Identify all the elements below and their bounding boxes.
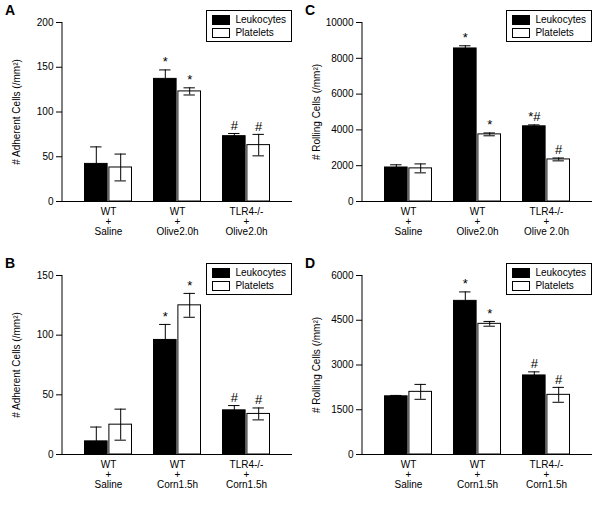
svg-text:200: 200 <box>37 17 54 28</box>
svg-text:6000: 6000 <box>331 88 354 99</box>
html-text:Platelets: Platelets <box>535 280 574 291</box>
svg-text:*#: *# <box>528 109 541 124</box>
svg-text:50: 50 <box>42 389 54 400</box>
svg-text:3000: 3000 <box>331 359 354 370</box>
svg-text:TLR4-/-+Corn1.5h: TLR4-/-+Corn1.5h <box>226 459 267 490</box>
html-text:C: C <box>305 2 316 18</box>
svg-text:#: # <box>555 372 563 387</box>
svg-text:#: # <box>531 356 539 371</box>
svg-text:WT+Saline: WT+Saline <box>395 206 423 237</box>
svg-text:*: * <box>487 306 492 321</box>
html-text:Platelets: Platelets <box>235 27 274 38</box>
svg-text:WT+Saline: WT+Saline <box>95 206 123 237</box>
svg-text:2000: 2000 <box>331 160 354 171</box>
html-text:Platelets: Platelets <box>235 280 274 291</box>
svg-text:50: 50 <box>42 151 54 162</box>
svg-text:#: # <box>255 392 263 407</box>
svg-text:0: 0 <box>48 449 54 460</box>
svg-text:8000: 8000 <box>331 53 354 64</box>
svg-text:4500: 4500 <box>331 314 354 325</box>
svg-text:0: 0 <box>348 449 354 460</box>
svg-text:0: 0 <box>48 196 54 207</box>
svg-text:10000: 10000 <box>326 17 354 28</box>
svg-text:1500: 1500 <box>331 404 354 415</box>
html-text:B: B <box>5 255 16 271</box>
html-text:Leukocytes: Leukocytes <box>235 14 286 25</box>
svg-text:6000: 6000 <box>331 270 354 281</box>
svg-text:TLR4-/-+Olive2.0h: TLR4-/-+Olive2.0h <box>225 206 267 237</box>
svg-text:#: # <box>231 118 239 133</box>
html-text:Leukocytes: Leukocytes <box>535 14 586 25</box>
svg-text:TLR4-/-+Corn1.5h: TLR4-/-+Corn1.5h <box>526 459 567 490</box>
svg-text:100: 100 <box>37 329 54 340</box>
svg-text:WT+Saline: WT+Saline <box>395 459 423 490</box>
html-text:Leukocytes: Leukocytes <box>235 267 286 278</box>
svg-text:#: # <box>555 142 563 157</box>
svg-text:*: * <box>163 54 168 69</box>
svg-text:WT+Saline: WT+Saline <box>95 459 123 490</box>
svg-text:#: # <box>255 119 263 134</box>
svg-text:*: * <box>463 30 468 45</box>
svg-text:150: 150 <box>37 270 54 281</box>
svg-text:WT+Olive2.0h: WT+Olive2.0h <box>156 206 198 237</box>
svg-text:# Rolling Cells (/mm²): # Rolling Cells (/mm²) <box>311 64 322 160</box>
svg-text:0: 0 <box>348 196 354 207</box>
svg-text:# Rolling Cells (/mm²): # Rolling Cells (/mm²) <box>311 317 322 413</box>
svg-text:#: # <box>231 390 239 405</box>
svg-text:TLR4-/-+Olive 2.0h: TLR4-/-+Olive 2.0h <box>524 206 569 237</box>
svg-text:WT+Corn1.5h: WT+Corn1.5h <box>157 459 198 490</box>
svg-text:# Adherent Cells (/mm²): # Adherent Cells (/mm²) <box>11 59 22 165</box>
html-text:D: D <box>305 255 316 271</box>
svg-text:WT+Olive2.0h: WT+Olive2.0h <box>456 206 498 237</box>
svg-text:*: * <box>187 278 192 293</box>
svg-text:# Adherent Cells (/mm²): # Adherent Cells (/mm²) <box>11 312 22 418</box>
html-text:Platelets: Platelets <box>535 27 574 38</box>
svg-text:*: * <box>487 117 492 132</box>
svg-text:*: * <box>163 309 168 324</box>
svg-text:100: 100 <box>37 106 54 117</box>
svg-text:*: * <box>463 276 468 291</box>
svg-text:WT+Corn1.5h: WT+Corn1.5h <box>457 459 498 490</box>
svg-text:*: * <box>187 72 192 87</box>
html-text:Leukocytes: Leukocytes <box>535 267 586 278</box>
html-text:A: A <box>5 2 16 18</box>
svg-text:150: 150 <box>37 61 54 72</box>
svg-text:4000: 4000 <box>331 124 354 135</box>
